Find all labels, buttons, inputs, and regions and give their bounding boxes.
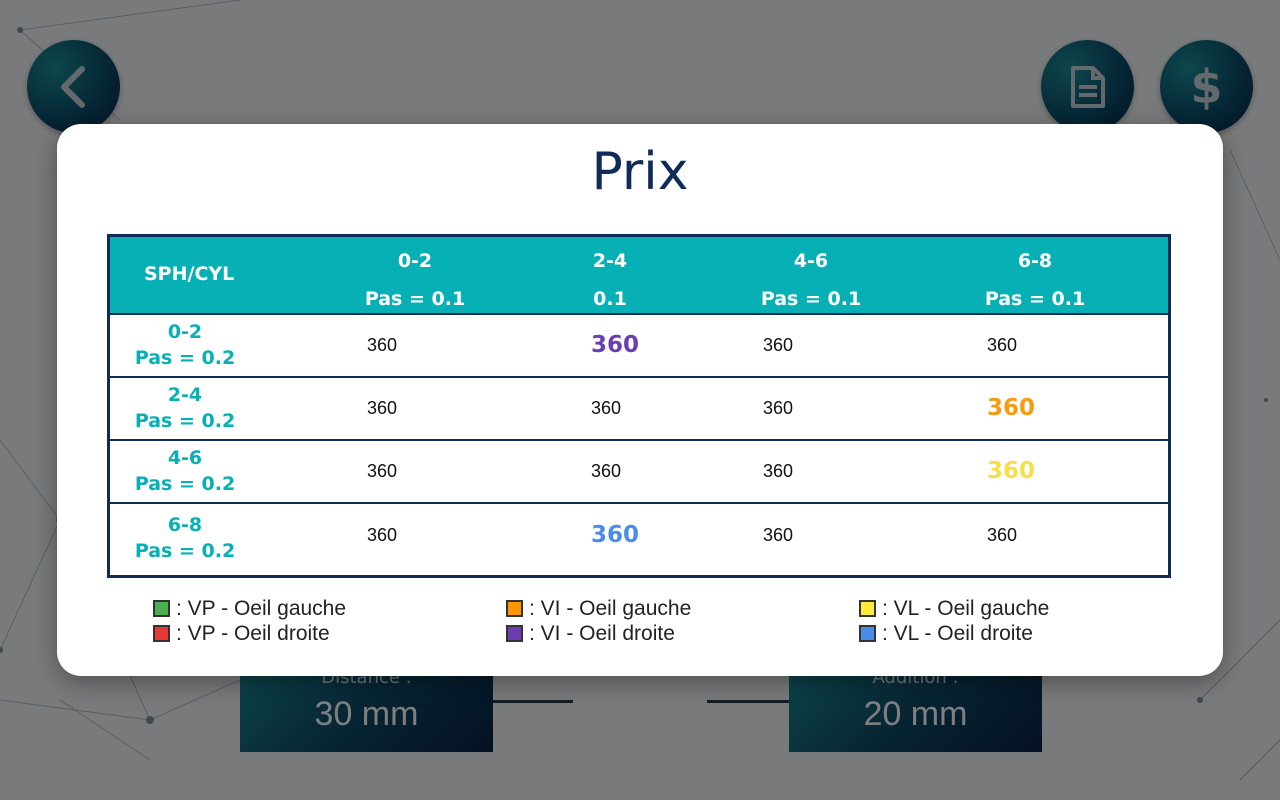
- price-cell[interactable]: 360: [367, 335, 398, 355]
- column-header-3: 6-8 Pas = 0.1: [935, 249, 1135, 311]
- legend-column-vi: : VI - Oeil gauche : VI - Oeil droite: [506, 596, 691, 646]
- table-row: 0-2 Pas = 0.2 360 360 360 360: [110, 313, 1168, 376]
- table-row: 2-4 Pas = 0.2 360 360 360 360: [110, 376, 1168, 439]
- legend-item: : VL - Oeil gauche: [859, 596, 1049, 621]
- price-modal: Prix SPH/CYL 0-2 Pas = 0.1 2-4 0.1 4-6 P…: [57, 124, 1223, 676]
- color-swatch: [506, 600, 523, 617]
- color-swatch: [153, 625, 170, 642]
- legend-column-vp: : VP - Oeil gauche : VP - Oeil droite: [153, 596, 346, 646]
- legend-text: : VI - Oeil droite: [529, 621, 675, 645]
- price-cell[interactable]: 360: [763, 335, 794, 355]
- price-cell[interactable]: 360: [367, 525, 398, 545]
- row-header: 2-4 Pas = 0.2: [110, 378, 260, 434]
- legend-text: : VP - Oeil gauche: [176, 596, 347, 620]
- row-header: 0-2 Pas = 0.2: [110, 315, 260, 371]
- price-cell[interactable]: 360: [367, 461, 398, 481]
- row-header: 4-6 Pas = 0.2: [110, 441, 260, 497]
- column-range: 6-8: [1017, 250, 1053, 272]
- row-range: 6-8: [167, 514, 203, 536]
- price-cell[interactable]: 360: [591, 398, 622, 418]
- color-swatch: [506, 625, 523, 642]
- column-header-2: 4-6 Pas = 0.1: [711, 249, 911, 311]
- price-cell[interactable]: 360: [987, 525, 1018, 545]
- table-row: 4-6 Pas = 0.2 360 360 360 360: [110, 439, 1168, 502]
- legend-item: : VI - Oeil droite: [506, 621, 691, 646]
- legend-text: : VI - Oeil gauche: [529, 596, 692, 620]
- column-step: Pas = 0.1: [760, 288, 862, 310]
- legend-column-vl: : VL - Oeil gauche : VL - Oeil droite: [859, 596, 1049, 646]
- price-cell[interactable]: 360: [591, 461, 622, 481]
- legend-item: : VL - Oeil droite: [859, 621, 1049, 646]
- column-step: Pas = 0.1: [364, 288, 466, 310]
- price-table: SPH/CYL 0-2 Pas = 0.1 2-4 0.1 4-6 Pas = …: [107, 234, 1171, 578]
- price-cell[interactable]: 360: [987, 458, 1036, 484]
- table-header: SPH/CYL 0-2 Pas = 0.1 2-4 0.1 4-6 Pas = …: [110, 237, 1168, 313]
- price-cell[interactable]: 360: [987, 335, 1018, 355]
- row-step: Pas = 0.2: [134, 347, 236, 369]
- color-swatch: [153, 600, 170, 617]
- row-range: 2-4: [167, 384, 203, 406]
- price-cell[interactable]: 360: [591, 522, 640, 548]
- legend-item: : VP - Oeil droite: [153, 621, 346, 646]
- legend-item: : VP - Oeil gauche: [153, 596, 346, 621]
- legend-text: : VL - Oeil droite: [882, 621, 1033, 645]
- row-step: Pas = 0.2: [134, 540, 236, 562]
- price-cell[interactable]: 360: [987, 395, 1036, 421]
- row-range: 0-2: [167, 321, 203, 343]
- row-range: 4-6: [167, 447, 203, 469]
- column-step: 0.1: [593, 288, 627, 310]
- modal-title: Prix: [591, 142, 689, 202]
- column-range: 4-6: [793, 250, 829, 272]
- row-step: Pas = 0.2: [134, 410, 236, 432]
- table-row: 6-8 Pas = 0.2 360 360 360 360: [110, 502, 1168, 575]
- column-step: Pas = 0.1: [984, 288, 1086, 310]
- legend-item: : VI - Oeil gauche: [506, 596, 691, 621]
- legend-text: : VP - Oeil droite: [176, 621, 330, 645]
- column-header-0: 0-2 Pas = 0.1: [315, 249, 515, 311]
- color-swatch: [859, 625, 876, 642]
- row-step: Pas = 0.2: [134, 473, 236, 495]
- price-cell[interactable]: 360: [591, 332, 640, 358]
- table-corner-label: SPH/CYL: [144, 263, 235, 285]
- color-swatch: [859, 600, 876, 617]
- row-header: 6-8 Pas = 0.2: [110, 508, 260, 564]
- column-range: 2-4: [592, 250, 628, 272]
- column-range: 0-2: [397, 250, 433, 272]
- price-cell[interactable]: 360: [763, 398, 794, 418]
- price-cell[interactable]: 360: [367, 398, 398, 418]
- column-header-1: 2-4 0.1: [510, 249, 710, 311]
- price-cell[interactable]: 360: [763, 525, 794, 545]
- legend-text: : VL - Oeil gauche: [882, 596, 1050, 620]
- price-cell[interactable]: 360: [763, 461, 794, 481]
